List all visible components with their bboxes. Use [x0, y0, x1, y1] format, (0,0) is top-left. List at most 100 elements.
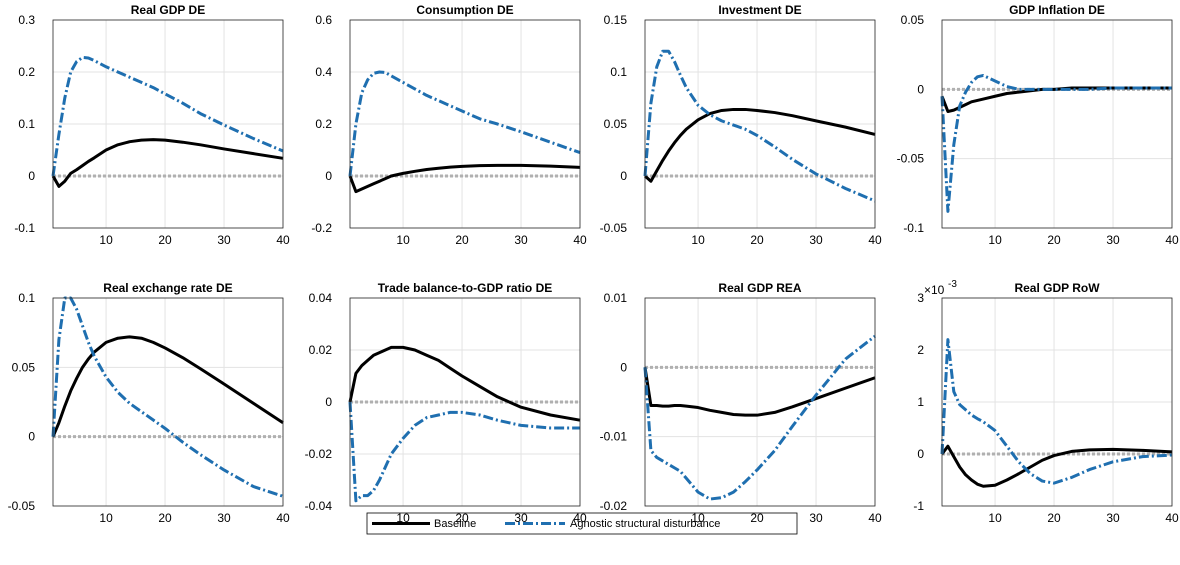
y-tick-label: 0: [917, 447, 924, 461]
x-tick-label: 30: [514, 233, 528, 247]
x-tick-label: 20: [455, 233, 469, 247]
x-tick-label: 20: [1047, 233, 1061, 247]
y-tick-label: 0.3: [18, 13, 35, 27]
y-tick-label: 0: [325, 169, 332, 183]
x-tick-label: 40: [276, 233, 290, 247]
x-tick-label: 10: [396, 511, 410, 525]
axes-box: [52, 297, 284, 507]
x-tick-label: 20: [455, 511, 469, 525]
chart-title: Consumption DE: [416, 3, 513, 17]
x-tick-label: 10: [988, 233, 1002, 247]
legend-label: Agnostic structural disturbance: [570, 518, 720, 530]
y-tick-label: -0.01: [600, 430, 628, 444]
y-tick-label: 0.1: [18, 291, 35, 305]
x-tick-label: 40: [868, 511, 882, 525]
chart-title: Real GDP REA: [718, 281, 801, 295]
y-tick-label: -0.2: [311, 221, 332, 235]
axes-box: [941, 297, 1173, 507]
y-tick-label: -0.05: [8, 499, 36, 513]
axes-box: [941, 19, 1173, 229]
y-tick-label: 1: [917, 395, 924, 409]
legend-box: [366, 512, 798, 535]
x-tick-label: 30: [1106, 511, 1120, 525]
y-tick-label: 0.2: [18, 65, 35, 79]
x-tick-label: 40: [1165, 511, 1179, 525]
y-tick-label: 0.05: [901, 13, 925, 27]
chart-title: Trade balance-to-GDP ratio DE: [378, 281, 553, 295]
x-tick-label: 20: [750, 511, 764, 525]
x-tick-label: 30: [217, 511, 231, 525]
series-line: [51, 335, 284, 438]
y-tick-label: 0: [325, 395, 332, 409]
y-tick-label: 0.02: [309, 343, 333, 357]
x-tick-label: 10: [988, 511, 1002, 525]
x-tick-label: 20: [750, 233, 764, 247]
y-tick-label: 0: [28, 430, 35, 444]
y-tick-label: 0.2: [315, 117, 332, 131]
series-line: [643, 49, 876, 203]
y-tick-label: -0.05: [897, 152, 925, 166]
y-tick-label: -0.1: [903, 221, 924, 235]
y-tick-label: 0: [28, 169, 35, 183]
y-tick-label: 0.15: [604, 13, 628, 27]
x-tick-label: 10: [99, 511, 113, 525]
y-multiplier: ×10: [924, 283, 945, 297]
axes-box: [644, 19, 876, 229]
chart-title: Investment DE: [718, 3, 801, 17]
x-tick-label: 20: [1047, 511, 1061, 525]
x-tick-label: 10: [99, 233, 113, 247]
y-tick-label: 3: [917, 291, 924, 305]
series-line: [940, 338, 1173, 485]
x-tick-label: 10: [691, 233, 705, 247]
x-tick-label: 40: [573, 233, 587, 247]
series-line: [348, 345, 581, 422]
x-tick-label: 20: [158, 511, 172, 525]
series-line: [348, 401, 580, 503]
series-line: [644, 107, 876, 183]
y-tick-label: 0.1: [18, 117, 35, 131]
x-tick-label: 30: [514, 511, 528, 525]
legend-label: Baseline: [434, 518, 476, 530]
y-tick-label: 0.04: [309, 291, 333, 305]
x-tick-label: 30: [809, 233, 823, 247]
axes-box: [349, 297, 581, 507]
x-tick-label: 20: [158, 233, 172, 247]
chart-title: GDP Inflation DE: [1009, 3, 1105, 17]
series-line: [348, 70, 581, 177]
x-tick-label: 10: [396, 233, 410, 247]
x-tick-label: 30: [809, 511, 823, 525]
y-tick-label: 0.05: [604, 117, 628, 131]
x-tick-label: 40: [1165, 233, 1179, 247]
series-line: [940, 73, 1172, 213]
y-tick-label: -0.02: [305, 447, 333, 461]
y-tick-label: 0: [917, 82, 924, 96]
x-tick-label: 40: [573, 511, 587, 525]
plot-area: [53, 298, 283, 506]
axes-box: [644, 297, 876, 507]
y-tick-label: -1: [913, 499, 924, 513]
y-tick-label: 0.6: [315, 13, 332, 27]
x-tick-label: 30: [217, 233, 231, 247]
x-tick-label: 30: [1106, 233, 1120, 247]
series-line: [348, 163, 581, 194]
y-tick-label: -0.05: [600, 221, 628, 235]
x-tick-label: 10: [691, 511, 705, 525]
y-tick-label: 0: [620, 360, 627, 374]
plot-area: [942, 20, 1172, 228]
y-tick-label: 0.05: [12, 360, 36, 374]
x-tick-label: 40: [868, 233, 882, 247]
y-tick-label: 0: [620, 169, 627, 183]
axes-box: [349, 19, 581, 229]
y-tick-label: -0.1: [14, 221, 35, 235]
series-line: [643, 367, 876, 417]
series-line: [51, 138, 284, 188]
series-line: [643, 334, 876, 501]
chart-title: Real GDP RoW: [1014, 281, 1100, 295]
chart-title: Real exchange rate DE: [103, 281, 232, 295]
chart-title: Real GDP DE: [131, 3, 205, 17]
x-tick-label: 40: [276, 511, 290, 525]
y-tick-label: -0.04: [305, 499, 333, 513]
series-line: [940, 444, 1173, 488]
y-tick-label: 0.1: [610, 65, 627, 79]
